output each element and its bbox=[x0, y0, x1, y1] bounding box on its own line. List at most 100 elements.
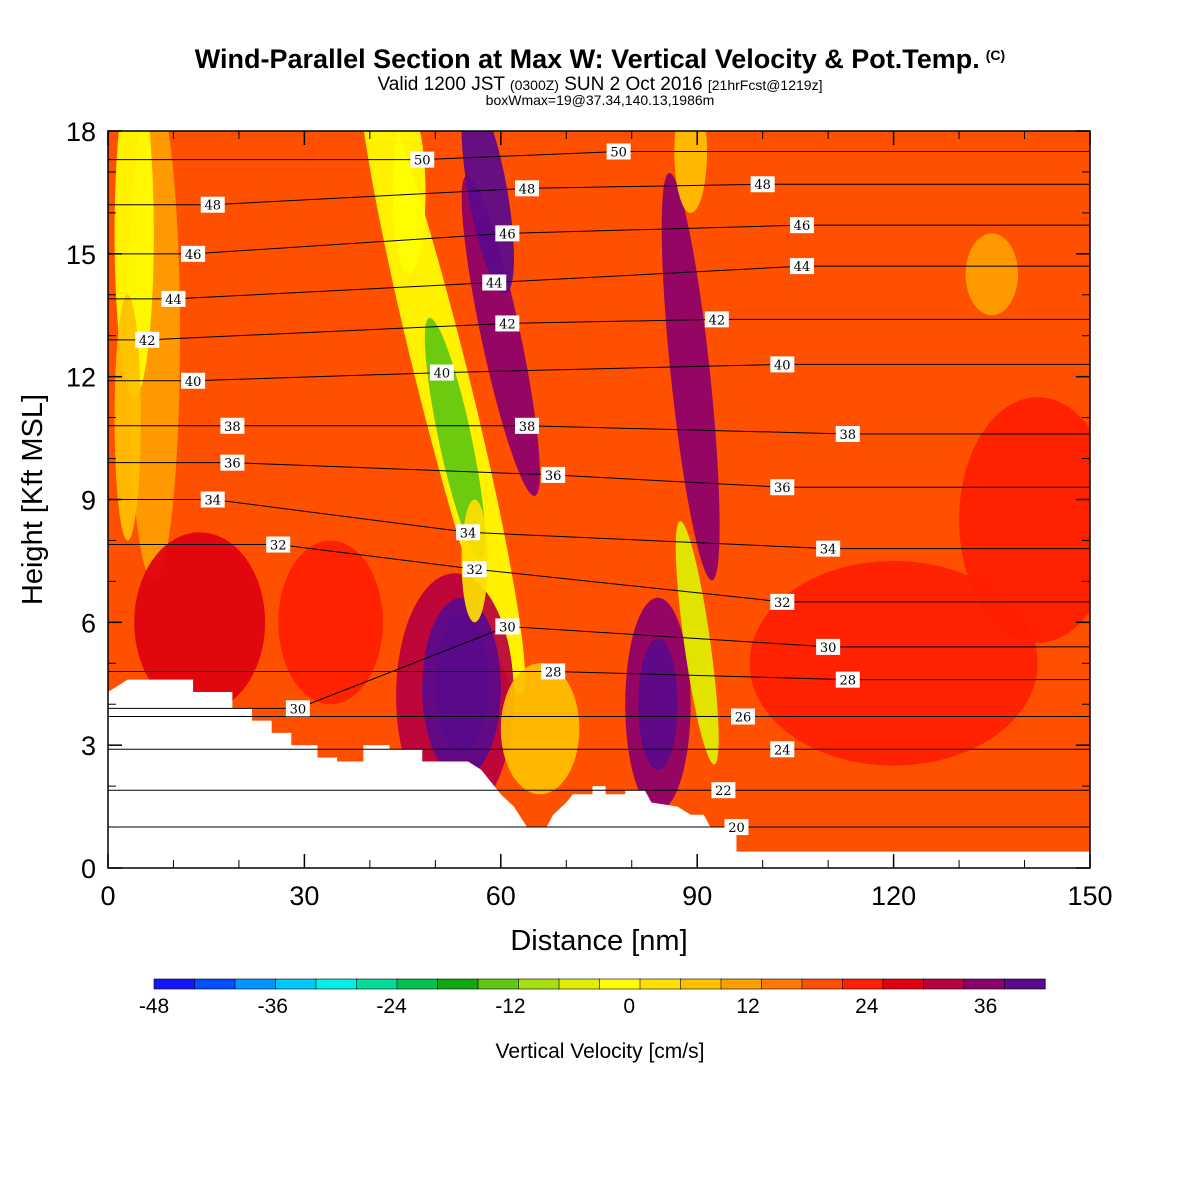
y-tick-label: 12 bbox=[66, 363, 96, 393]
w-cell bbox=[661, 173, 720, 581]
colorbar-tick-label: -12 bbox=[495, 995, 525, 1018]
y-tick-label: 3 bbox=[81, 731, 96, 761]
isentrope-label: 40 bbox=[434, 367, 451, 382]
isentrope-label-bg bbox=[711, 782, 736, 799]
isentrope-label: 48 bbox=[754, 178, 771, 193]
isentrope-label-bg bbox=[200, 196, 225, 213]
terrain bbox=[108, 679, 1090, 868]
y-tick-label: 18 bbox=[66, 117, 96, 147]
isentrope-label-bg bbox=[456, 524, 481, 541]
isentrope-label: 34 bbox=[820, 543, 837, 558]
isentrope-label-bg bbox=[731, 708, 756, 725]
x-axis-title: Distance [nm] bbox=[510, 925, 687, 957]
colorbar-tick-label: 12 bbox=[736, 995, 759, 1018]
isentrope-label-bg bbox=[181, 245, 206, 262]
w-cell bbox=[461, 499, 488, 623]
colorbar-swatch bbox=[518, 978, 560, 990]
chart-title-text: Wind-Parallel Section at Max W: Vertical… bbox=[194, 44, 980, 74]
isentrope-label-bg bbox=[770, 479, 795, 496]
y-tick-label: 9 bbox=[81, 486, 96, 516]
isentrope-label: 42 bbox=[139, 334, 156, 349]
colorbar-swatch bbox=[1004, 978, 1046, 990]
isentrope-label-bg bbox=[135, 331, 160, 348]
valid-date: SUN 2 Oct 2016 bbox=[564, 74, 703, 95]
isentrope-label: 40 bbox=[774, 358, 791, 373]
isentrope-line bbox=[108, 670, 1090, 681]
isentrope-label-bg bbox=[750, 176, 775, 193]
isentrope-label: 32 bbox=[466, 563, 483, 578]
isentrope-label-bg bbox=[541, 466, 566, 483]
isentrope-label-bg bbox=[835, 425, 860, 442]
colorbar-swatch bbox=[315, 978, 358, 990]
isentrope-label-bg bbox=[541, 663, 566, 680]
isentrope-label-bg bbox=[495, 618, 520, 635]
w-cell bbox=[278, 540, 383, 705]
isentrope-label-bg bbox=[462, 561, 487, 578]
colorbar-tick-label: 0 bbox=[623, 995, 635, 1018]
isentrope-label-bg bbox=[161, 290, 186, 307]
isentrope-label-bg bbox=[816, 540, 841, 557]
isentrope-label: 30 bbox=[820, 641, 837, 656]
isentrope-label-bg bbox=[514, 180, 539, 197]
isentrope-label-bg bbox=[220, 417, 245, 434]
isentrope-label-bg bbox=[770, 593, 795, 610]
isentrope-label: 48 bbox=[204, 199, 221, 214]
copyright-mark: (C) bbox=[985, 47, 1006, 63]
isentrope-label: 36 bbox=[774, 481, 791, 496]
y-tick-label: 0 bbox=[81, 854, 96, 884]
colorbar-swatch bbox=[396, 978, 439, 990]
w-cell bbox=[749, 560, 1038, 766]
colorbar-title: Vertical Velocity [cm/s] bbox=[496, 1040, 705, 1063]
x-tick-label: 60 bbox=[486, 881, 516, 911]
x-tick-label: 90 bbox=[682, 881, 712, 911]
w-cell bbox=[500, 663, 580, 795]
valid-time: Valid 1200 JST bbox=[377, 74, 505, 95]
isentrope-label-bg bbox=[495, 225, 520, 242]
colorbar-swatch bbox=[720, 978, 763, 990]
colorbar-swatch bbox=[639, 978, 682, 990]
y-axis-title: Height [Kft MSL] bbox=[17, 394, 49, 605]
isentrope-label: 50 bbox=[414, 154, 431, 169]
colorbar-swatch bbox=[153, 978, 196, 990]
w-cell bbox=[461, 131, 514, 294]
isentrope-label-bg bbox=[789, 217, 814, 234]
isentrope-label-bg bbox=[495, 315, 520, 332]
isentrope-label: 32 bbox=[774, 596, 791, 611]
isentrope-label: 46 bbox=[499, 227, 516, 242]
w-cell bbox=[675, 521, 719, 765]
colorbar-swatch bbox=[558, 978, 601, 990]
isentrope-label: 42 bbox=[709, 313, 726, 328]
w-cell bbox=[461, 175, 540, 496]
isentrope-label: 38 bbox=[224, 420, 241, 435]
w-cell bbox=[392, 131, 426, 275]
isentrope-label: 46 bbox=[185, 248, 202, 263]
w-cell bbox=[134, 532, 266, 713]
isentrope-label: 44 bbox=[165, 293, 182, 308]
w-cell bbox=[638, 638, 678, 770]
colorbar-swatch bbox=[801, 978, 844, 990]
isentrope-label: 44 bbox=[486, 276, 503, 291]
w-cell bbox=[435, 614, 488, 754]
w-cell bbox=[959, 397, 1090, 643]
isentrope-label: 48 bbox=[519, 182, 536, 197]
isentrope-label-bg bbox=[770, 741, 795, 758]
isentrope-label: 44 bbox=[794, 260, 811, 275]
isentrope-label-bg bbox=[606, 143, 631, 160]
isentrope-label: 30 bbox=[290, 702, 307, 717]
x-tick-label: 0 bbox=[100, 881, 115, 911]
isentrope-label-bg bbox=[429, 364, 454, 381]
colorbar-tick-label: -48 bbox=[139, 995, 169, 1018]
colorbar-swatch bbox=[194, 978, 236, 990]
colorbar-swatch bbox=[477, 978, 520, 990]
colorbar-swatch bbox=[761, 978, 803, 990]
isentrope-label: 22 bbox=[715, 784, 732, 799]
isentrope-label: 46 bbox=[794, 219, 811, 234]
x-tick-label: 120 bbox=[871, 881, 916, 911]
y-tick-label: 15 bbox=[66, 240, 96, 270]
isentrope-label: 32 bbox=[270, 539, 287, 554]
colorbar-tick-label: 36 bbox=[974, 995, 997, 1018]
isentrope-label-bg bbox=[220, 454, 245, 471]
isentrope-label: 24 bbox=[774, 743, 791, 758]
box-max-info: boxWmax=19@37.34,140.13,1986m bbox=[485, 92, 715, 108]
